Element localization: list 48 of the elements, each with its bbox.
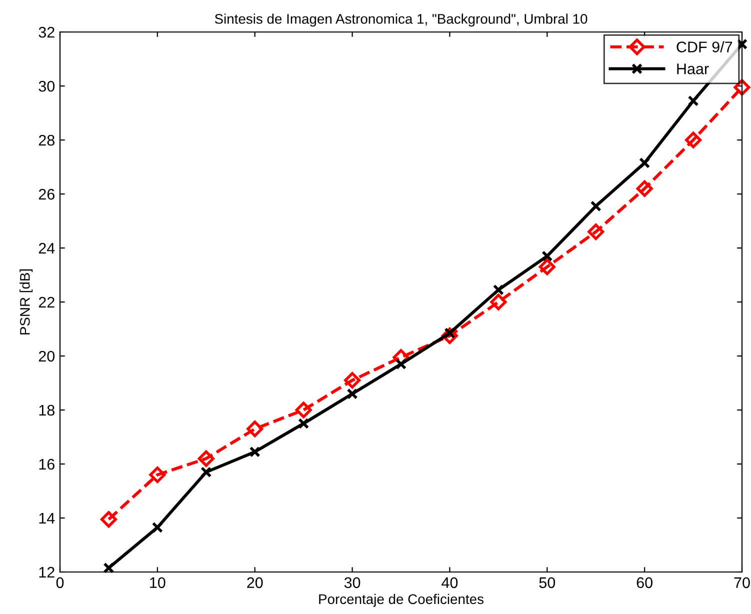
y-tick-label: 16 xyxy=(39,458,54,470)
point xyxy=(200,466,212,478)
point xyxy=(298,418,310,430)
y-axis-title: PSNR [dB] xyxy=(20,269,33,334)
point xyxy=(198,450,214,467)
point xyxy=(734,79,750,96)
y-tick-label: 12 xyxy=(39,566,54,578)
point xyxy=(249,446,260,458)
chart-title: Sintesis de Imagen Astronomica 1, "Background", Umbral 10 xyxy=(214,14,588,27)
point xyxy=(538,258,556,276)
y-tick-label: 28 xyxy=(38,134,54,146)
point xyxy=(246,420,264,438)
point xyxy=(685,132,702,148)
point xyxy=(636,180,653,197)
x-axis-title: Porcentaje de Coeficientes xyxy=(319,594,484,607)
y-tick-label: 20 xyxy=(38,350,55,362)
x-tick-label: 20 xyxy=(247,577,263,588)
y-tick-label: 18 xyxy=(39,404,54,416)
point xyxy=(149,466,166,484)
point xyxy=(103,562,114,574)
point xyxy=(346,388,358,400)
x-tick-label: 50 xyxy=(539,577,556,588)
y-tick-label: 14 xyxy=(39,513,55,524)
point xyxy=(100,511,117,528)
point xyxy=(688,95,699,106)
x-tick-label: 0 xyxy=(56,577,64,588)
y-tick-label: 30 xyxy=(38,80,55,92)
x-tick-label: 10 xyxy=(150,577,166,588)
y-tick-label: 22 xyxy=(38,296,54,308)
y-tick-label: 32 xyxy=(38,26,54,38)
x-tick-label: 70 xyxy=(734,577,750,588)
point xyxy=(344,372,361,389)
legend-label: Haar xyxy=(677,64,709,74)
point xyxy=(542,250,553,262)
point xyxy=(590,200,602,212)
point xyxy=(639,157,650,169)
y-tick-label: 26 xyxy=(38,188,54,200)
point xyxy=(490,294,507,310)
legend-label: CDF 9/7 xyxy=(676,41,732,52)
point xyxy=(295,402,312,418)
point xyxy=(152,522,163,534)
x-tick-label: 40 xyxy=(442,577,458,588)
point xyxy=(492,284,504,296)
point xyxy=(395,358,407,370)
point xyxy=(588,224,604,240)
x-tick-label: 60 xyxy=(636,577,652,588)
y-tick-label: 24 xyxy=(38,242,55,254)
x-tick-label: 30 xyxy=(344,577,360,588)
